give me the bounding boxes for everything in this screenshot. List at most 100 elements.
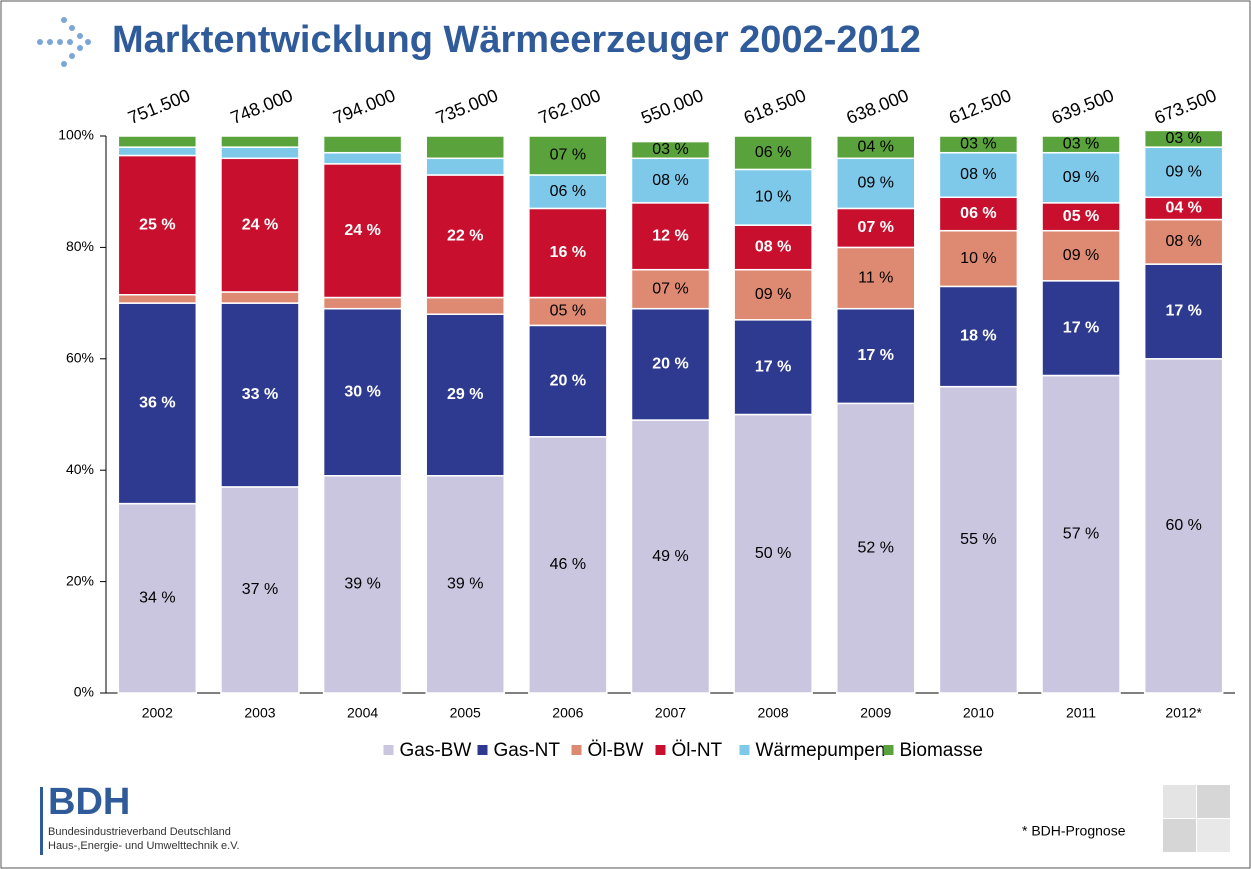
bar-segment — [938, 135, 1019, 154]
logo-line: Bundesindustrieverband Deutschland — [48, 826, 231, 838]
value-label: 24 % — [344, 222, 380, 239]
value-label: 09 % — [755, 286, 791, 303]
value-label: 04 % — [1165, 200, 1201, 217]
bar-segment — [117, 302, 198, 505]
value-label: 49 % — [652, 548, 688, 565]
legend-swatch — [883, 745, 894, 755]
value-label: 37 % — [242, 581, 278, 598]
value-label: 55 % — [960, 531, 996, 548]
bar-segment — [836, 135, 916, 160]
bar-segment — [836, 402, 916, 694]
y-tick-label: 100% — [58, 127, 94, 143]
legend-label: Wärmepumpen — [756, 740, 886, 761]
value-label: 24 % — [242, 216, 278, 233]
value-label: 09 % — [1063, 247, 1099, 264]
value-label: 07 % — [550, 147, 586, 164]
value-label: 03 % — [1165, 130, 1201, 147]
value-label: 08 % — [960, 166, 996, 183]
bar-segment — [322, 163, 403, 299]
value-label: 17 % — [1063, 319, 1099, 336]
bar-segment — [1143, 146, 1224, 199]
bar-segment — [528, 174, 608, 210]
value-label: 39 % — [447, 576, 483, 593]
legend-label: Biomasse — [900, 740, 983, 761]
bar-segment — [733, 268, 813, 321]
value-label: 34 % — [139, 590, 175, 607]
bar-segment — [630, 307, 711, 421]
bar-segment — [938, 151, 1019, 199]
x-tick-label: 2005 — [450, 705, 481, 721]
bar-segment — [1143, 358, 1224, 694]
x-tick-label: 2010 — [963, 705, 994, 721]
value-label: 09 % — [1063, 169, 1099, 186]
bar-segment — [733, 168, 813, 226]
bar-segment — [938, 196, 1019, 232]
value-label: 10 % — [960, 250, 996, 267]
bar-segment — [322, 307, 403, 477]
bar-segment — [938, 285, 1019, 388]
value-label: 57 % — [1063, 525, 1099, 542]
value-label: 46 % — [550, 556, 586, 573]
x-tick-label: 2004 — [347, 705, 378, 721]
value-label: 08 % — [1165, 233, 1201, 250]
deco-squares — [1163, 785, 1230, 852]
bar-segment — [630, 157, 711, 204]
value-label: 16 % — [550, 244, 586, 261]
value-label: 05 % — [550, 303, 586, 320]
bar-segment — [733, 135, 813, 171]
bar-segment — [117, 154, 198, 296]
value-label: 20 % — [652, 356, 688, 373]
value-label: 50 % — [755, 545, 791, 562]
bar-segment — [528, 436, 608, 694]
bar-segment — [425, 135, 505, 160]
x-tick-label: 2011 — [1066, 705, 1096, 721]
bar-segment — [630, 140, 711, 160]
bar-segment — [322, 151, 403, 165]
chart-title: Marktentwicklung Wärmeerzeuger 2002-2012 — [112, 19, 921, 61]
x-tick-label: 2003 — [244, 705, 275, 721]
bar-segment — [1041, 151, 1121, 204]
bar-segment — [938, 385, 1019, 694]
legend-swatch — [383, 745, 394, 755]
value-label: 06 % — [960, 205, 996, 222]
value-label: 22 % — [447, 227, 483, 244]
x-tick-label: 2002 — [142, 705, 173, 721]
value-label: 39 % — [344, 576, 380, 593]
bar-segment — [528, 135, 608, 176]
y-tick-label: 80% — [66, 238, 94, 254]
footnote: * BDH-Prognose — [1022, 823, 1126, 839]
bar-segment — [425, 475, 505, 694]
value-label: 09 % — [1165, 163, 1201, 180]
value-label: 29 % — [447, 386, 483, 403]
legend-label: Gas-BW — [400, 740, 472, 761]
value-label: 08 % — [652, 172, 688, 189]
value-label: 06 % — [755, 144, 791, 161]
bar-segment — [322, 296, 403, 310]
value-label: 25 % — [139, 216, 175, 233]
value-label: 17 % — [755, 358, 791, 375]
bar-segment — [836, 307, 916, 405]
bar-segment — [117, 146, 198, 157]
bar-segment — [1143, 263, 1224, 360]
value-label: 03 % — [960, 136, 996, 153]
bar-segment — [1041, 229, 1121, 282]
bar-segment — [117, 502, 198, 694]
bar-segment — [1143, 129, 1224, 148]
bar-segment — [425, 313, 505, 477]
bar-segment — [220, 486, 300, 694]
bar-segment — [733, 319, 813, 416]
value-label: 60 % — [1165, 517, 1201, 534]
x-tick-label: 2012* — [1165, 705, 1202, 721]
y-tick-label: 40% — [66, 461, 94, 477]
value-label: 06 % — [550, 183, 586, 200]
value-label: 17 % — [858, 347, 894, 364]
bar-segment — [836, 207, 916, 249]
y-tick-label: 20% — [66, 572, 94, 588]
x-tick-label: 2007 — [655, 705, 686, 721]
legend-swatch — [571, 745, 582, 755]
value-label: 08 % — [755, 239, 791, 256]
bar-segment — [630, 419, 711, 694]
bar-segment — [220, 135, 300, 148]
bar-segment — [117, 135, 198, 148]
